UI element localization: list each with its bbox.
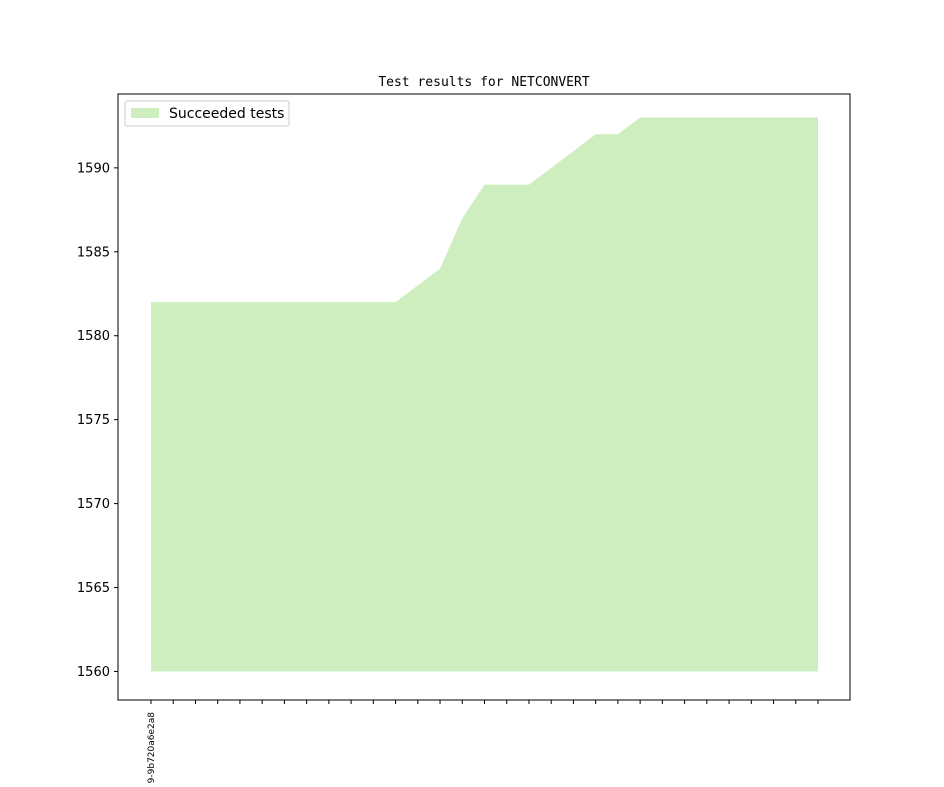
y-tick-label: 1590 — [77, 161, 110, 176]
x-axis: 9-9b720a6e2a8 — [147, 700, 819, 784]
legend-swatch — [131, 108, 159, 118]
chart-title: Test results for NETCONVERT — [378, 75, 589, 90]
y-tick-label: 1575 — [77, 413, 110, 428]
y-tick-label: 1580 — [77, 329, 110, 344]
y-tick-label: 1570 — [77, 497, 110, 512]
succeeded-tests-area — [151, 117, 818, 672]
y-axis: 1560 1565 1570 1575 1580 1585 1590 — [77, 161, 118, 680]
y-tick-label: 1565 — [77, 581, 110, 596]
legend-label: Succeeded tests — [169, 106, 284, 122]
y-tick-label: 1560 — [77, 665, 110, 680]
plot-layer — [151, 117, 818, 672]
y-tick-label: 1585 — [77, 245, 110, 260]
x-tick-label: 9-9b720a6e2a8 — [147, 712, 157, 784]
legend: Succeeded tests — [124, 100, 290, 127]
legend-box — [124, 100, 290, 127]
